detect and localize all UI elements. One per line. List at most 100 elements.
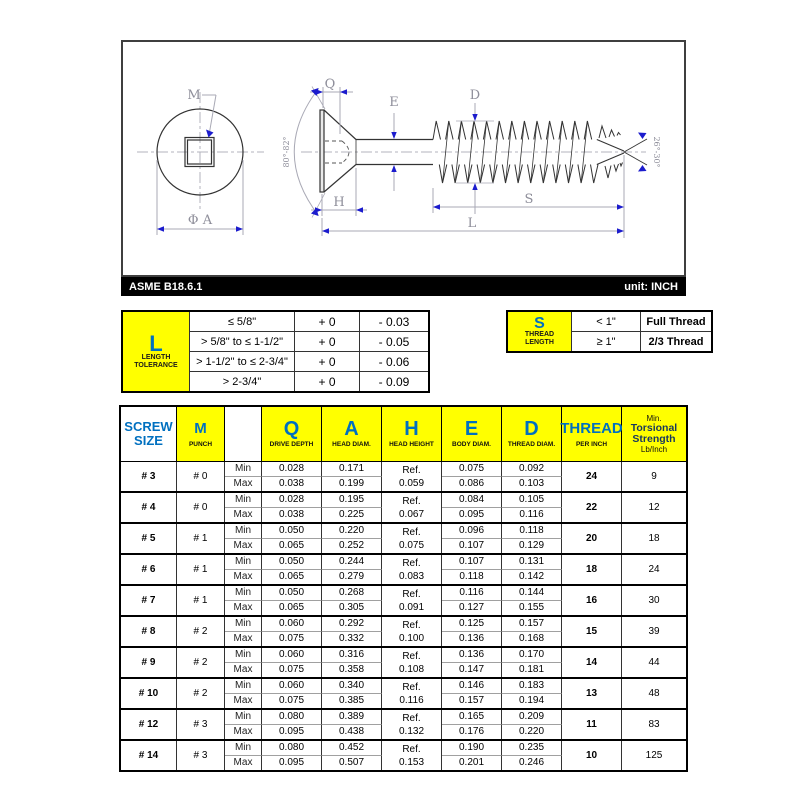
tol-minus: - 0.03 [359, 310, 430, 332]
tol-minus: - 0.05 [359, 331, 430, 352]
spec-row-10: # 10 # 2 Min Max 0.060 0.075 0.340 0.385 Ref. 0.1… [121, 677, 686, 708]
spec-row-6: # 6 # 1 Min Max 0.050 0.065 0.244 0.279 Ref. 0.08… [121, 553, 686, 584]
thread-diam-min: 0.092 [502, 462, 562, 477]
thread-length-table: S THREAD LENGTH < 1" Full Thread ≥ 1" 2/… [506, 310, 713, 353]
torsional-strength: 18 [648, 533, 660, 544]
punch-size: # 3 [177, 741, 225, 770]
tol-plus: + 0 [294, 310, 360, 332]
standard-name: ASME B18.6.1 [129, 280, 203, 293]
tol-range: ≤ 5/8" [189, 310, 295, 332]
body-diam-min: 0.136 [442, 648, 502, 663]
threads-per-inch: 13 [562, 679, 622, 708]
head-height: Ref. 0.108 [382, 648, 442, 677]
threads-per-inch: 20 [562, 524, 622, 553]
thread-diam-max: 0.129 [502, 538, 562, 553]
head-diam-min: 0.268 [322, 586, 382, 601]
tol-plus: + 0 [294, 331, 360, 352]
label-h: H [333, 195, 344, 210]
unit-label: unit: INCH [624, 280, 678, 293]
label-d: D [470, 88, 480, 103]
min-label: Min [225, 710, 262, 725]
head-height: Ref. 0.153 [382, 741, 442, 770]
thread-tip [596, 124, 648, 179]
punch-size: # 2 [177, 648, 225, 677]
thread-diam-min: 0.170 [502, 648, 562, 663]
screw-spec-table: SCREW SIZE M PUNCH Q DRIVE DEPTH A HEAD … [119, 405, 688, 772]
thread-diam-min: 0.209 [502, 710, 562, 725]
dimension-labels: M Φ A Q E D H S L 80°-82° 26°-30° [187, 77, 661, 231]
body-diam-min: 0.146 [442, 679, 502, 694]
drive-depth-min: 0.060 [262, 617, 322, 632]
body-diam-max: 0.118 [442, 569, 502, 584]
label-m: M [187, 88, 200, 103]
spec-table-header: SCREW SIZE M PUNCH Q DRIVE DEPTH A HEAD … [121, 407, 686, 462]
thread-diam-max: 0.181 [502, 662, 562, 677]
max-label: Max [225, 724, 262, 739]
head-diam-min: 0.171 [322, 462, 382, 477]
screw-size: # 9 [121, 648, 177, 677]
body-diam-max: 0.086 [442, 476, 502, 491]
head-diam-min: 0.389 [322, 710, 382, 725]
screw-size: # 10 [121, 679, 177, 708]
body-diam-max: 0.127 [442, 600, 502, 615]
body-diam-min: 0.190 [442, 741, 502, 756]
length-tolerance-table: L LENGTH TOLERANCE ≤ 5/8" + 0 - 0.03 > 5… [121, 310, 430, 393]
head-height: Ref. 0.116 [382, 679, 442, 708]
tol-minus: - 0.06 [359, 351, 430, 372]
torsional-strength: 9 [651, 471, 657, 482]
screw-drawing-svg: M Φ A Q E D H S L 80°-82° 26°-30° [137, 77, 661, 238]
head-end-view [156, 108, 244, 196]
head-diam-min: 0.244 [322, 555, 382, 570]
max-label: Max [225, 600, 262, 615]
label-head-angle: 80°-82° [282, 136, 291, 167]
spec-row-3: # 3 # 0 Min Max 0.028 0.038 0.171 0.199 Ref. 0.05… [121, 462, 686, 491]
torsional-strength: 39 [648, 626, 660, 637]
spec-row-7: # 7 # 1 Min Max 0.050 0.065 0.268 0.305 Ref. 0.09… [121, 584, 686, 615]
body-diam-min: 0.125 [442, 617, 502, 632]
thread-diam-min: 0.157 [502, 617, 562, 632]
header-e-body-diam: E BODY DIAM. [442, 407, 502, 462]
head-diam-min: 0.292 [322, 617, 382, 632]
threads-per-inch: 15 [562, 617, 622, 646]
head-height: Ref. 0.059 [382, 462, 442, 491]
head-diam-min: 0.316 [322, 648, 382, 663]
thread-diam-min: 0.144 [502, 586, 562, 601]
drive-depth-min: 0.050 [262, 555, 322, 570]
thread-diam-min: 0.235 [502, 741, 562, 756]
drive-depth-min: 0.080 [262, 741, 322, 756]
torsional-strength: 12 [648, 502, 660, 513]
body-diam-max: 0.136 [442, 631, 502, 646]
thread-value: 2/3 Thread [640, 331, 713, 353]
screw-technical-drawing: M Φ A Q E D H S L 80°-82° 26°-30° [121, 40, 686, 277]
screw-size: # 5 [121, 524, 177, 553]
drive-depth-max: 0.065 [262, 569, 322, 584]
body-diam-min: 0.084 [442, 493, 502, 508]
drive-depth-max: 0.095 [262, 724, 322, 739]
thread-diam-max: 0.246 [502, 755, 562, 770]
punch-size: # 1 [177, 555, 225, 584]
body-diam-min: 0.075 [442, 462, 502, 477]
label-e: E [389, 95, 399, 110]
label-l: L [468, 216, 477, 231]
torsional-strength: 48 [648, 688, 660, 699]
tol-minus: - 0.09 [359, 371, 430, 393]
head-diam-max: 0.252 [322, 538, 382, 553]
drive-depth-min: 0.060 [262, 679, 322, 694]
l-symbol: L [149, 330, 163, 356]
thread-diam-max: 0.155 [502, 600, 562, 615]
torsional-strength: 24 [648, 564, 660, 575]
body-diam-max: 0.201 [442, 755, 502, 770]
spec-row-4: # 4 # 0 Min Max 0.028 0.038 0.195 0.225 Ref. 0.06… [121, 491, 686, 522]
screw-size: # 7 [121, 586, 177, 615]
header-a-head-diam: A HEAD DIAM. [322, 407, 382, 462]
label-s: S [525, 192, 534, 207]
body-diam-min: 0.116 [442, 586, 502, 601]
drive-depth-max: 0.075 [262, 662, 322, 677]
min-label: Min [225, 555, 262, 570]
screw-size: # 3 [121, 462, 177, 491]
header-h-head-height: H HEAD HEIGHT [382, 407, 442, 462]
header-thread-per-inch: THREAD PER INCH [560, 407, 623, 462]
body-diam-min: 0.107 [442, 555, 502, 570]
s-symbol: S [534, 314, 545, 332]
